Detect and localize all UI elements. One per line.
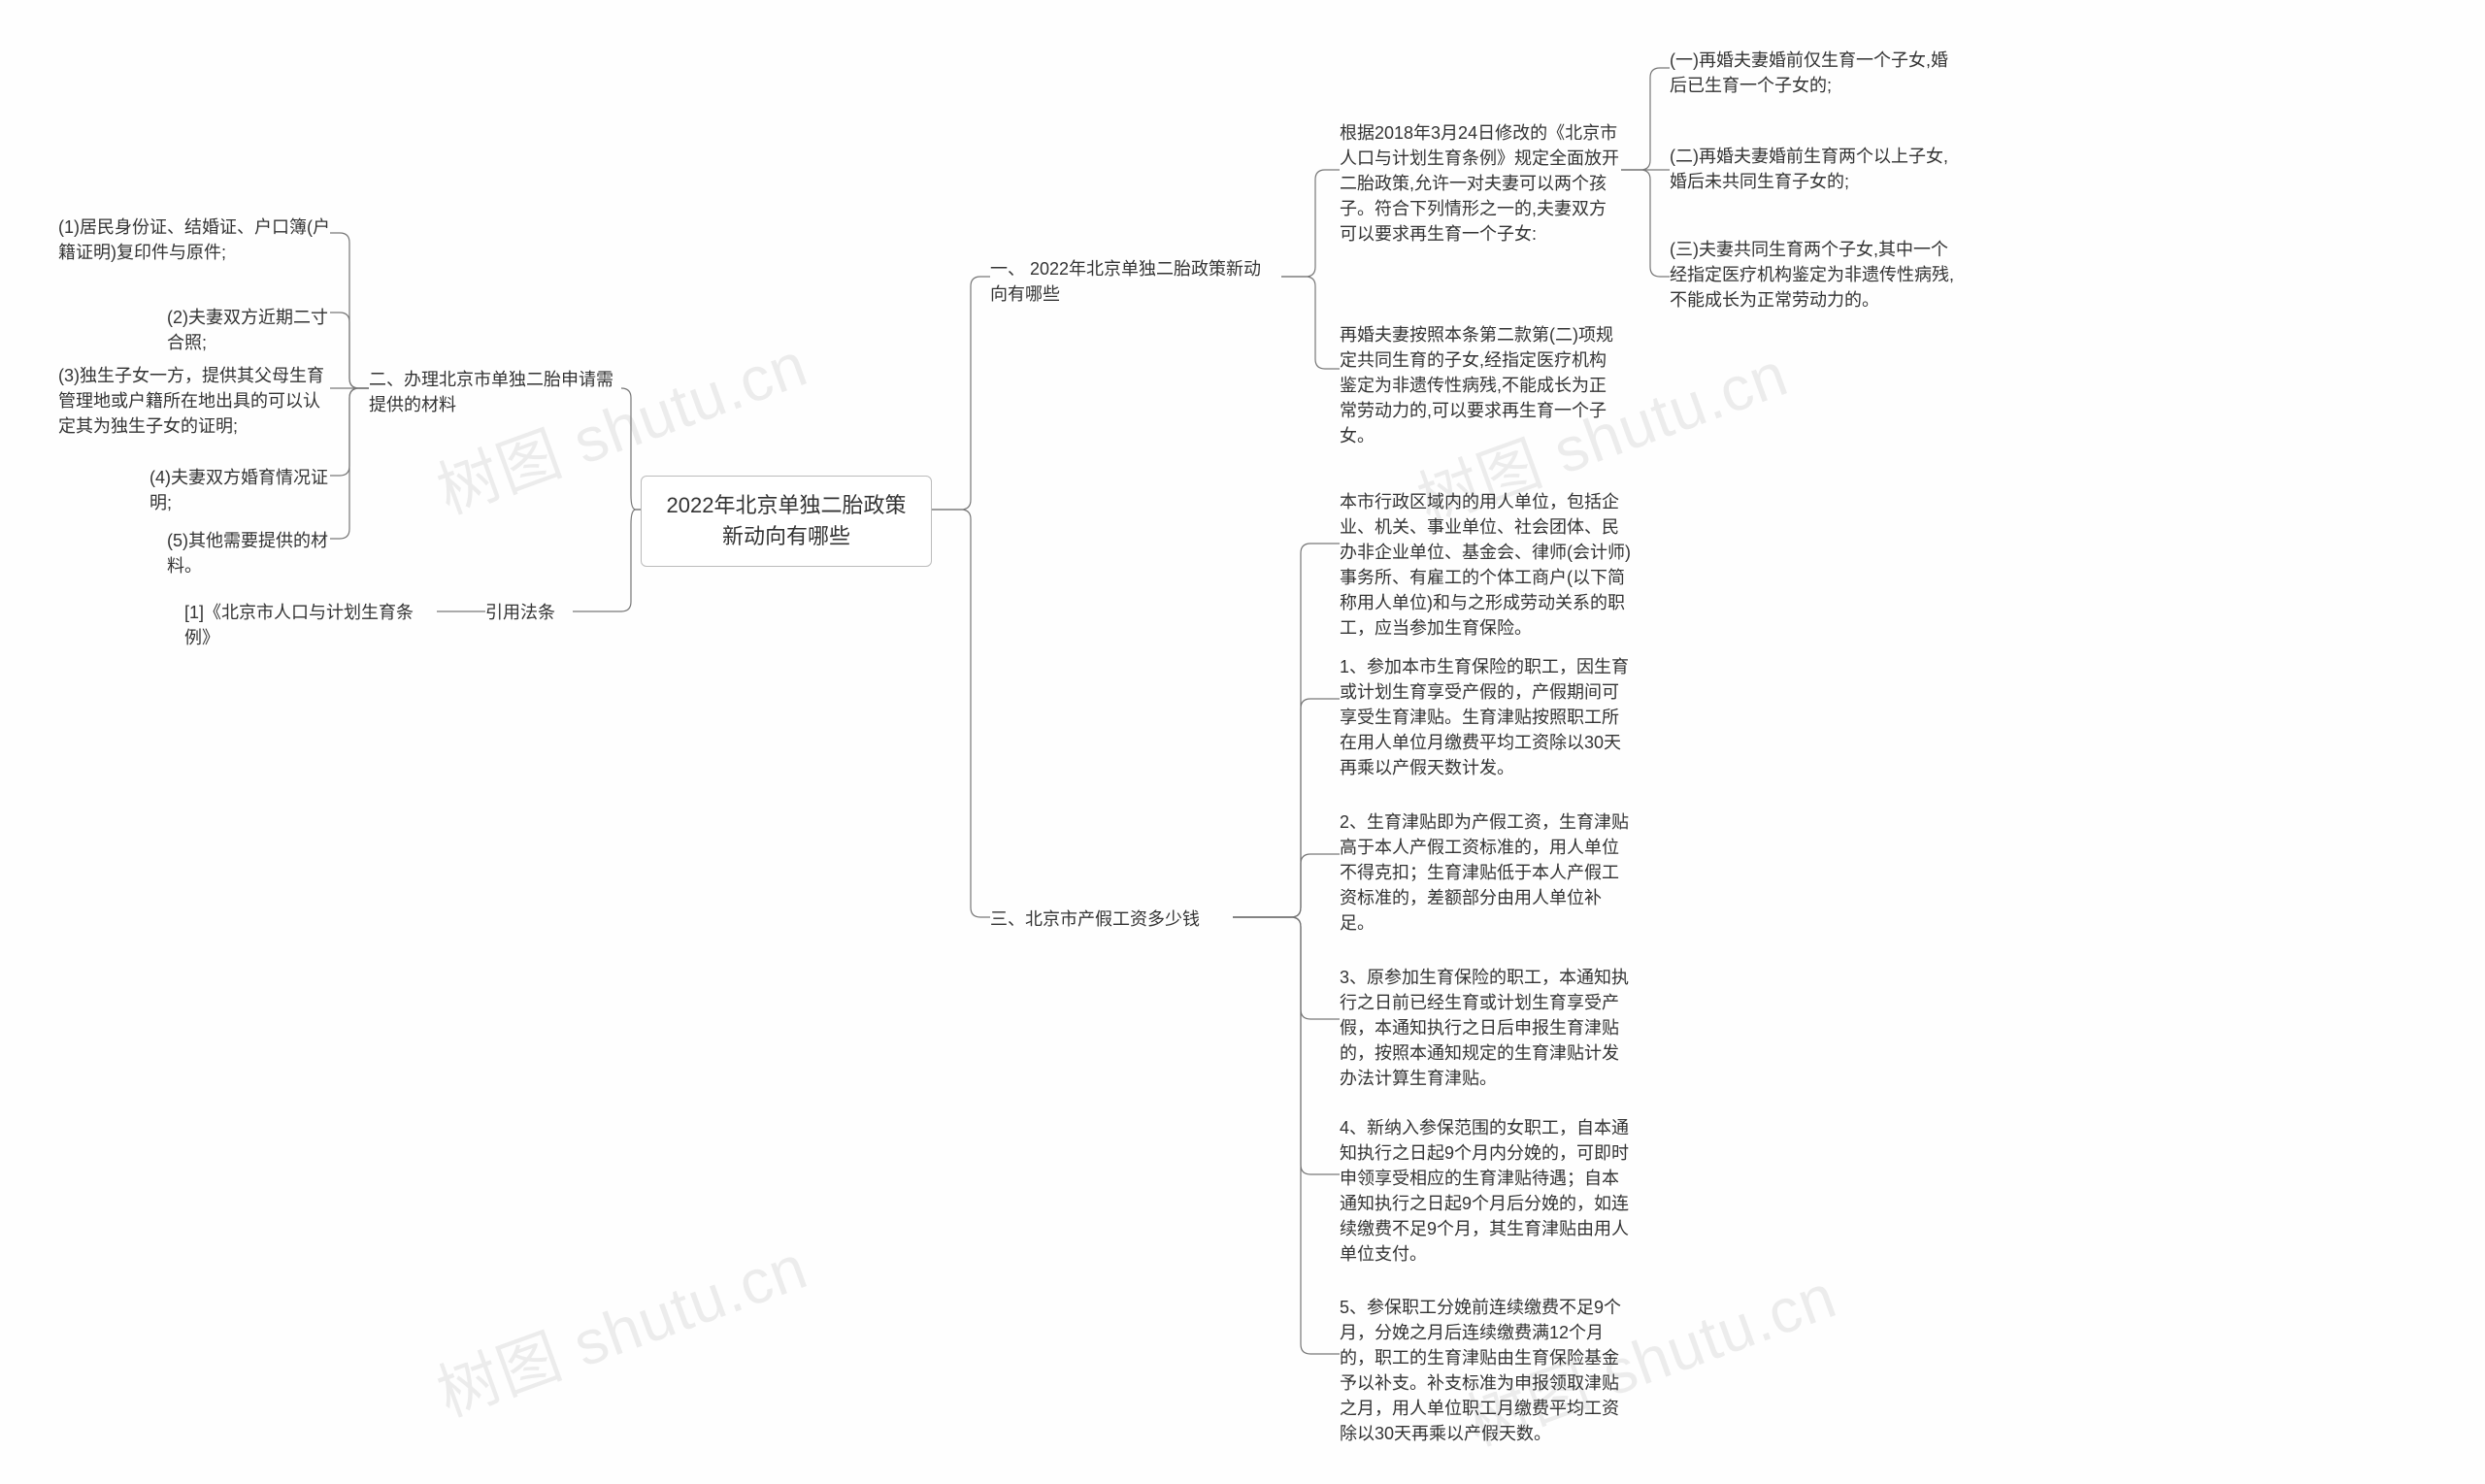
policy-basis: 根据2018年3月24日修改的《北京市人口与计划生育条例》规定全面放开二胎政策,… — [1340, 116, 1621, 250]
branch-citation-title: 引用法条 — [485, 603, 555, 622]
materials-item-1: (1)居民身份证、结婚证、户口簿(户籍证明)复印件与原件; — [58, 211, 330, 269]
branch-materials: 二、办理北京市单独二胎申请需提供的材料 — [369, 363, 621, 421]
materials-item-3: (3)独生子女一方，提供其父母生育管理地或户籍所在地出具的可以认定其为独生子女的… — [58, 359, 330, 443]
connector-lines — [0, 0, 2485, 1484]
salary-item-1: 1、参加本市生育保险的职工，因生育或计划生育享受产假的，产假期间可享受生育津贴。… — [1340, 650, 1631, 784]
branch-citation: 引用法条 — [485, 596, 573, 629]
policy-remarry: 再婚夫妻按照本条第二款第(二)项规定共同生育的子女,经指定医疗机构鉴定为非遗传性… — [1340, 318, 1621, 452]
branch-materials-title: 二、办理北京市单独二胎申请需提供的材料 — [369, 370, 613, 414]
root-title: 2022年北京单独二胎政策新动向有哪些 — [667, 493, 907, 548]
citation-item-1: [1]《北京市人口与计划生育条例》 — [184, 596, 437, 654]
policy-case-1: (一)再婚夫妻婚前仅生育一个子女,婚后已生育一个子女的; — [1670, 44, 1961, 102]
salary-item-5: 5、参保职工分娩前连续缴费不足9个月，分娩之月后连续缴费满12个月的，职工的生育… — [1340, 1291, 1631, 1451]
materials-item-5: (5)其他需要提供的材料。 — [167, 524, 330, 582]
policy-case-3: (三)夫妻共同生育两个子女,其中一个经指定医疗机构鉴定为非遗传性病残,不能成长为… — [1670, 233, 1961, 316]
branch-policy-title: 一、 2022年北京单独二胎政策新动向有哪些 — [990, 259, 1261, 304]
salary-item-3: 3、原参加生育保险的职工，本通知执行之日前已经生育或计划生育享受产假，本通知执行… — [1340, 961, 1631, 1095]
branch-policy: 一、 2022年北京单独二胎政策新动向有哪些 — [990, 252, 1281, 311]
branch-salary: 三、北京市产假工资多少钱 — [990, 903, 1233, 936]
root-node: 2022年北京单独二胎政策新动向有哪些 — [641, 476, 932, 567]
watermark: 树图 shutu.cn — [423, 1218, 817, 1435]
salary-item-2: 2、生育津贴即为产假工资，生育津贴高于本人产假工资标准的，用人单位不得克扣；生育… — [1340, 806, 1631, 940]
salary-item-4: 4、新纳入参保范围的女职工，自本通知执行之日起9个月内分娩的，可即时申领享受相应… — [1340, 1111, 1631, 1271]
salary-item-0: 本市行政区域内的用人单位，包括企业、机关、事业单位、社会团体、民办非企业单位、基… — [1340, 485, 1631, 645]
materials-item-4: (4)夫妻双方婚育情况证明; — [149, 461, 330, 519]
policy-case-2: (二)再婚夫妻婚前生育两个以上子女,婚后未共同生育子女的; — [1670, 140, 1961, 198]
branch-salary-title: 三、北京市产假工资多少钱 — [990, 909, 1200, 929]
materials-item-2: (2)夫妻双方近期二寸合照; — [167, 301, 330, 359]
